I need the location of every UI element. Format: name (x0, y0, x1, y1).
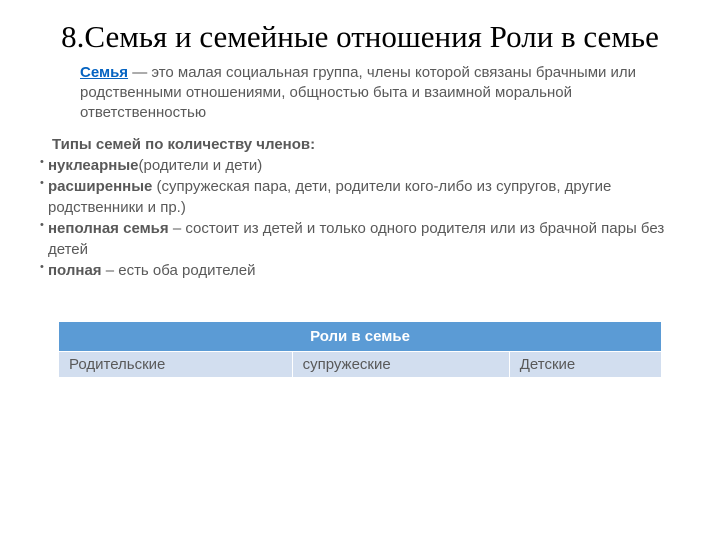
slide-title: 8.Семья и семейные отношения Роли в семь… (40, 18, 680, 57)
table-cell: Родительские (59, 351, 293, 377)
list-item-bold: нуклеарные (48, 157, 138, 174)
list-item: нуклеарные(родители и дети) (40, 155, 680, 176)
table-cell: супружеские (292, 351, 509, 377)
types-list: нуклеарные(родители и дети) расширенные … (40, 155, 680, 281)
definition-term: Семья (80, 64, 128, 81)
definition-paragraph: Семья — это малая социальная группа, чле… (40, 63, 680, 124)
list-item: полная – есть оба родителей (40, 260, 680, 281)
list-item-bold: неполная семья (48, 220, 169, 237)
types-subheading: Типы семей по количеству членов: (40, 136, 680, 153)
list-item: неполная семья – состоит из детей и толь… (40, 218, 680, 260)
definition-text: — это малая социальная группа, члены кот… (80, 64, 636, 122)
roles-table: Роли в семье Родительские супружеские Де… (58, 321, 662, 378)
list-item-bold: полная (48, 262, 102, 279)
list-item-rest: (родители и дети) (138, 157, 262, 174)
table-row: Родительские супружеские Детские (59, 351, 662, 377)
list-item: расширенные (супружеская пара, дети, род… (40, 176, 680, 218)
slide: 8.Семья и семейные отношения Роли в семь… (0, 0, 720, 378)
list-item-bold: расширенные (48, 178, 152, 195)
list-item-rest: – есть оба родителей (102, 262, 256, 279)
table-cell: Детские (509, 351, 661, 377)
table-header-row: Роли в семье (59, 321, 662, 351)
roles-table-wrap: Роли в семье Родительские супружеские Де… (40, 321, 680, 378)
table-header: Роли в семье (59, 321, 662, 351)
